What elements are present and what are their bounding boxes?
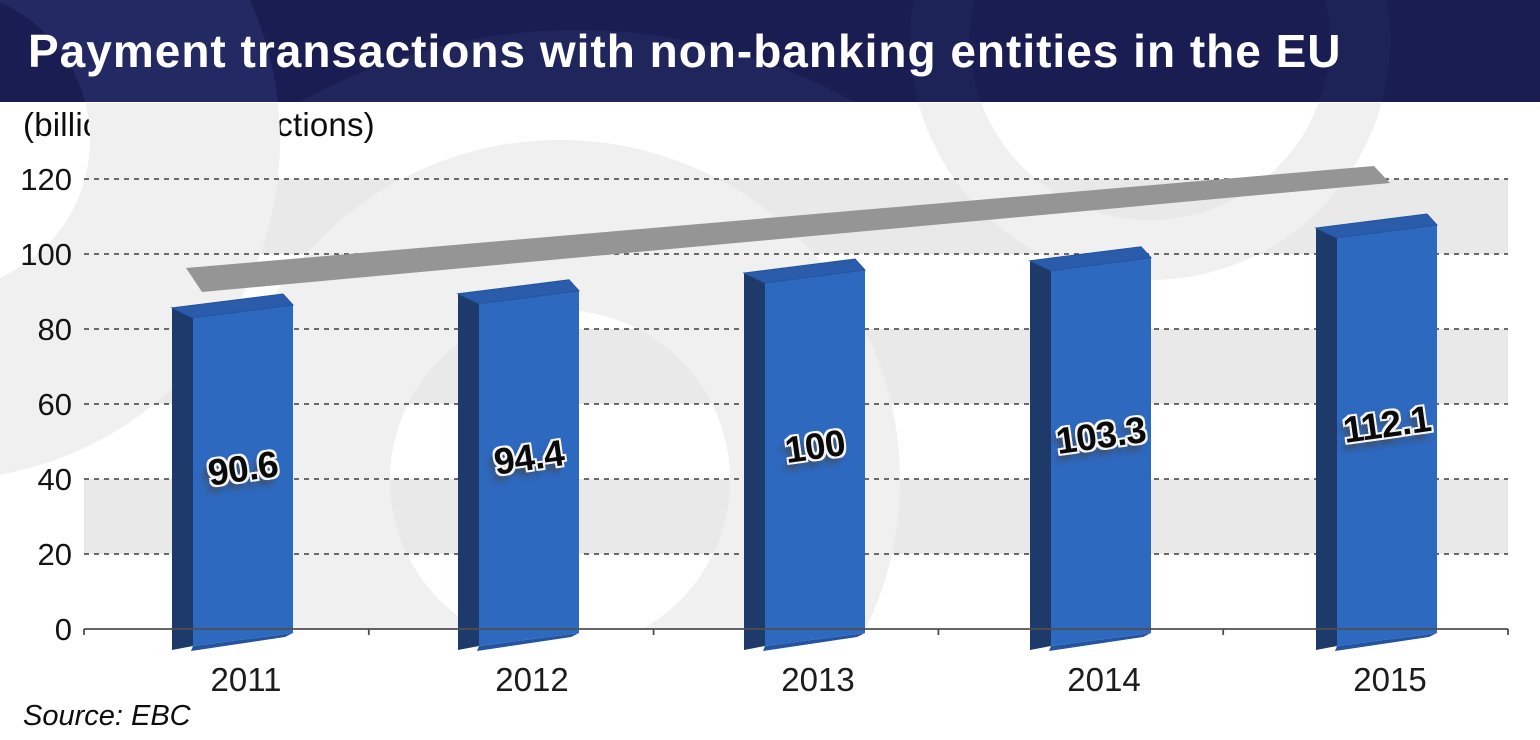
y-tick-label-60: 60 [37, 387, 72, 422]
bar-top-face [170, 293, 295, 319]
bar-front-face [1337, 224, 1437, 646]
y-tick-label-100: 100 [20, 237, 72, 272]
chart-title: Payment transactions with non-banking en… [28, 25, 1342, 77]
bar-top-face [1028, 246, 1153, 272]
category-label-2015: 2015 [1353, 661, 1427, 698]
bar-2014 [1028, 246, 1153, 651]
source-note: Source: EBC [23, 700, 191, 732]
category-label-2013: 2013 [781, 661, 855, 698]
y-tick-label-40: 40 [37, 462, 72, 497]
bar-front-face [1051, 257, 1151, 646]
bar-front-face [479, 290, 579, 646]
bar-bottom-face [191, 633, 293, 651]
bar-2015 [1314, 213, 1439, 651]
bar-side-face [172, 307, 193, 650]
bar-side-face [1316, 227, 1337, 650]
trend-arrow [186, 166, 1390, 292]
category-label-2011: 2011 [210, 661, 282, 698]
bar-bottom-face [477, 633, 579, 651]
bar-series [170, 213, 1439, 651]
y-tick-label-0: 0 [54, 612, 72, 647]
bar-side-face [744, 273, 765, 650]
y-tick-label-80: 80 [37, 312, 72, 347]
category-label-2014: 2014 [1067, 661, 1141, 698]
category-label-2012: 2012 [495, 661, 569, 698]
bar-top-face [1314, 213, 1439, 239]
bar-bottom-face [1335, 633, 1437, 651]
y-tick-label-20: 20 [37, 537, 72, 572]
bar-side-face [458, 293, 479, 650]
header-watermark [0, 0, 1390, 102]
y-tick-label-120: 120 [20, 162, 72, 197]
bar-2011 [170, 293, 295, 651]
bar-side-face [1030, 260, 1051, 650]
bar-front-face [765, 270, 865, 646]
bar-2012 [456, 279, 581, 651]
bar-bottom-face [763, 633, 865, 651]
chart-header: Payment transactions with non-banking en… [0, 0, 1540, 102]
x-axis-line [83, 628, 1509, 635]
bar-2013 [742, 258, 867, 651]
bar-top-face [742, 258, 867, 284]
bar-bottom-face [1049, 633, 1151, 651]
bar-front-face [193, 304, 293, 646]
bar-top-face [456, 279, 581, 305]
